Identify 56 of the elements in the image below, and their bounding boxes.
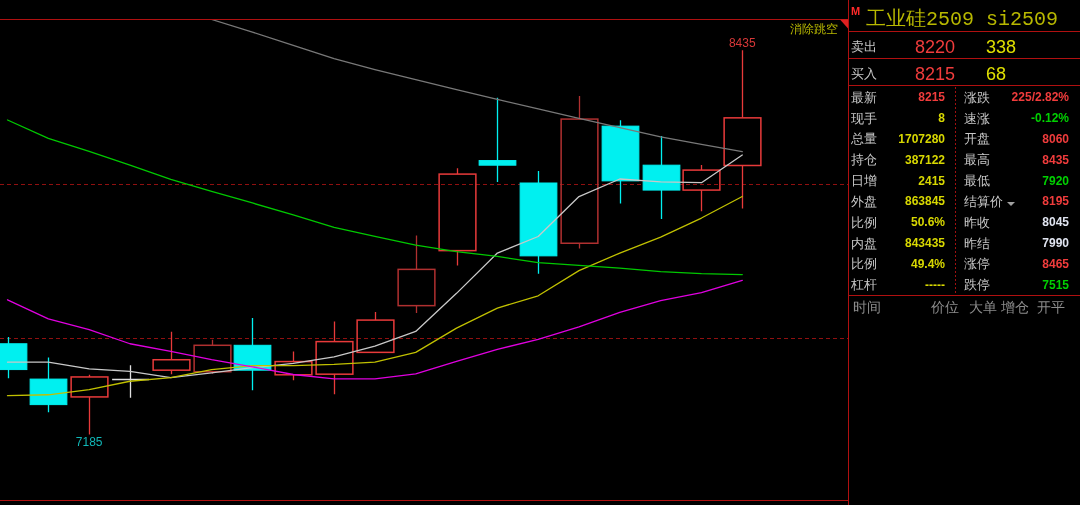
category-label: 最新	[851, 89, 877, 105]
category-label: 买入	[851, 65, 877, 81]
category-label: 卖出	[851, 38, 877, 54]
text: 8465	[1042, 256, 1069, 271]
text: 1707280	[898, 131, 945, 146]
category-label: 现手	[851, 110, 877, 126]
text: 68	[986, 63, 1007, 84]
text: 49.4%	[910, 256, 945, 271]
category-label: 结算价	[964, 193, 1003, 209]
category-label: 比例	[851, 214, 877, 230]
text: 7920	[1042, 173, 1069, 188]
category-label: 日增	[851, 173, 877, 189]
text: 8045	[1042, 215, 1069, 230]
text: -0.12%	[1030, 111, 1069, 126]
category-label: 跌停	[964, 277, 990, 293]
category-label: 持仓	[851, 152, 877, 168]
text: 增仓	[1000, 300, 1029, 315]
text: 2415	[918, 173, 945, 188]
text: 工业硅2509 si2509	[866, 8, 1059, 31]
category-label: 涨跌	[964, 89, 990, 105]
text: 开平	[1037, 300, 1065, 315]
annotation: 7185	[75, 435, 103, 450]
text: 225/2.82%	[1011, 90, 1069, 105]
text: 8060	[1042, 131, 1069, 146]
text: 8215	[918, 90, 945, 105]
category-label: 速涨	[964, 110, 990, 126]
category-label: 外盘	[851, 193, 877, 209]
annotation: 8435	[728, 36, 756, 51]
category-label: 内盘	[851, 235, 877, 251]
text: 338	[986, 36, 1017, 57]
category-label: 涨停	[964, 256, 990, 272]
text: -----	[925, 277, 945, 292]
text: 50.6%	[910, 215, 945, 230]
category-label: 杠杆	[850, 277, 877, 293]
category-label: 总量	[850, 131, 877, 147]
text: 7990	[1042, 236, 1069, 251]
category-label: 最高	[964, 152, 990, 168]
text: M	[851, 5, 861, 17]
text: 8195	[1042, 194, 1069, 209]
text: 863845	[904, 194, 945, 209]
category-label: 昨结	[964, 235, 990, 251]
text: 消除跳空	[790, 21, 838, 36]
category-label: 最低	[964, 173, 990, 189]
text: 387122	[904, 152, 945, 167]
text: 7515	[1042, 277, 1069, 292]
category-label: 比例	[851, 256, 877, 272]
text: 8215	[914, 63, 955, 84]
text: 8	[938, 111, 945, 126]
text: 8435	[1042, 152, 1069, 167]
text: 843435	[904, 236, 945, 251]
category-label: 昨收	[964, 214, 990, 230]
text: 8220	[914, 36, 955, 57]
text: 价位	[930, 300, 959, 315]
text: 大单	[969, 300, 997, 315]
text: 时间	[853, 300, 881, 315]
category-label: 开盘	[964, 131, 990, 147]
